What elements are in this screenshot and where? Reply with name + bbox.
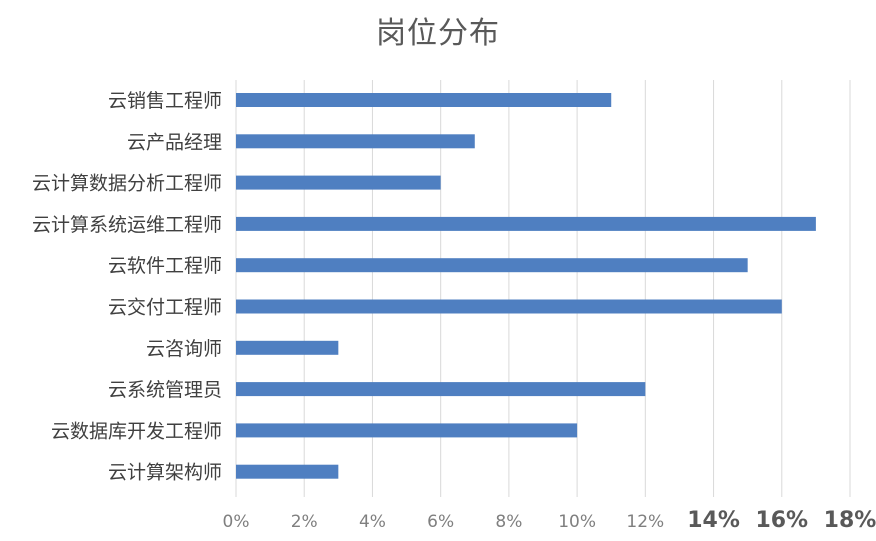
bar (236, 93, 612, 107)
x-tick-label: 6% (427, 512, 454, 532)
category-label: 云系统管理员 (108, 379, 222, 401)
category-label: 云产品经理 (127, 131, 222, 153)
bar (236, 175, 441, 190)
x-tick-label: 4% (359, 512, 386, 532)
bar (236, 382, 646, 397)
category-label: 云交付工程师 (108, 297, 222, 319)
category-label: 云软件工程师 (108, 255, 222, 277)
bar (236, 134, 475, 149)
bar (236, 258, 748, 273)
category-label: 云咨询师 (146, 338, 222, 360)
bar (236, 216, 816, 231)
bar (236, 423, 578, 438)
x-tick-label: 0% (223, 512, 250, 532)
x-tick-label: 2% (291, 512, 318, 532)
bar (236, 299, 782, 314)
category-label: 云数据库开发工程师 (51, 420, 222, 442)
x-tick-label: 8% (495, 512, 522, 532)
x-tick-label: 14% (687, 508, 740, 533)
chart-title: 岗位分布 (376, 16, 500, 51)
x-tick-label: 12% (626, 512, 664, 532)
category-labels: 云销售工程师云产品经理云计算数据分析工程师云计算系统运维工程师云软件工程师云交付… (32, 90, 222, 484)
category-label: 云销售工程师 (108, 90, 222, 112)
bar (236, 464, 339, 479)
category-label: 云计算架构师 (108, 462, 222, 484)
x-tick-label: 18% (824, 508, 876, 533)
x-tick-label: 10% (558, 512, 596, 532)
category-label: 云计算系统运维工程师 (32, 214, 222, 236)
x-tick-label: 16% (755, 508, 808, 533)
category-label: 云计算数据分析工程师 (32, 173, 222, 195)
grid-lines (235, 80, 851, 497)
x-tick-labels: 0% 2% 4% 6% 8% 10% 12% 14% 16% 18% (223, 508, 876, 533)
bars (236, 93, 816, 479)
bar (236, 340, 339, 355)
